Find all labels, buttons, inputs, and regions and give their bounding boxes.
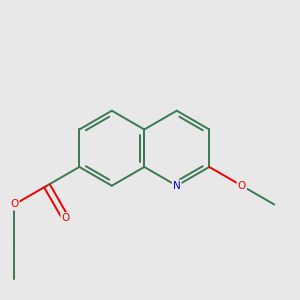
Text: O: O (61, 213, 70, 223)
Text: O: O (10, 200, 19, 209)
Text: N: N (173, 181, 181, 191)
Text: O: O (238, 181, 246, 191)
